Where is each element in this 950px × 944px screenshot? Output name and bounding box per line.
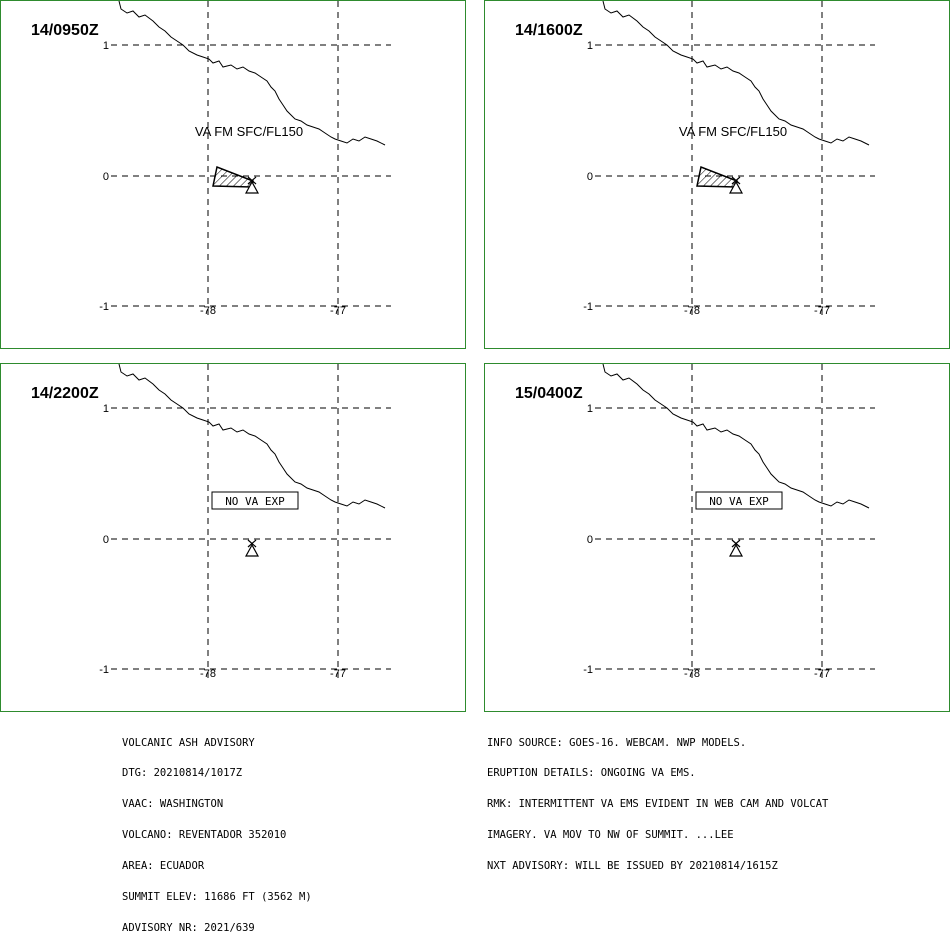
forecast-panel-3: 1 0 -1 -78 -77 15/0400Z NO VA EXP	[484, 363, 950, 712]
no-ash-label: NO VA EXP	[709, 495, 769, 508]
coastline	[118, 1, 386, 146]
coastline	[602, 1, 870, 146]
map-canvas: 1 0 -1 -78 -77 14/2200Z NO VA EXP	[31, 364, 391, 682]
advisory-line: VAAC: WASHINGTON	[122, 798, 224, 811]
advisory-header-text: VOLCANIC ASH ADVISORY DTG: 20210814/1017…	[122, 717, 312, 944]
advisory-line: RMK: INTERMITTENT VA EMS EVIDENT IN WEB …	[487, 798, 829, 811]
lat-tick-label: 1	[103, 40, 109, 52]
advisory-line: AREA: ECUADOR	[122, 860, 205, 873]
lon-tick-label: -78	[684, 668, 700, 680]
forecast-time-label: 14/2200Z	[31, 385, 99, 402]
lat-tick-label: -1	[99, 664, 109, 676]
lat-tick-label: 0	[103, 171, 109, 183]
forecast-time-label: 15/0400Z	[515, 385, 583, 402]
ash-height-label: VA FM SFC/FL150	[679, 124, 787, 139]
lon-tick-label: -78	[200, 305, 216, 317]
lat-tick-label: 1	[103, 403, 109, 415]
map-canvas: 1 0 -1 -78 -77 14/1600Z VA FM SFC/FL150	[515, 1, 875, 319]
advisory-line: IMAGERY. VA MOV TO NW OF SUMMIT. ...LEE	[487, 829, 734, 842]
forecast-time-label: 14/1600Z	[515, 22, 583, 39]
ash-cloud-polygon	[696, 165, 738, 188]
map-canvas: 1 0 -1 -78 -77 14/0950Z VA FM SFC/FL150	[31, 1, 391, 319]
lon-tick-label: -77	[814, 305, 830, 317]
advisory-line: DTG: 20210814/1017Z	[122, 767, 243, 780]
label-box	[695, 491, 783, 510]
lat-tick-label: 1	[587, 403, 593, 415]
volcano-icon	[244, 539, 260, 557]
lat-tick-label: -1	[583, 664, 593, 676]
lat-tick-label: 1	[587, 40, 593, 52]
coastline	[602, 364, 870, 509]
coastline	[118, 364, 386, 509]
lon-tick-label: -78	[684, 305, 700, 317]
forecast-panel-0: 1 0 -1 -78 -77 14/0950Z VA FM SFC/FL150	[0, 0, 466, 349]
advisory-details-text: INFO SOURCE: GOES-16. WEBCAM. NWP MODELS…	[487, 717, 828, 882]
advisory-line: ADVISORY NR: 2021/639	[122, 921, 255, 934]
advisory-line: NXT ADVISORY: WILL BE ISSUED BY 20210814…	[487, 860, 778, 873]
volcano-icon	[728, 539, 744, 557]
ash-cloud-polygon	[212, 165, 254, 188]
volcano-icon	[244, 176, 260, 194]
lat-tick-label: 0	[103, 534, 109, 546]
lon-tick-label: -77	[330, 305, 346, 317]
map-canvas: 1 0 -1 -78 -77 15/0400Z NO VA EXP	[515, 364, 875, 682]
forecast-time-label: 14/0950Z	[31, 22, 99, 39]
no-ash-label: NO VA EXP	[225, 495, 285, 508]
advisory-line: ERUPTION DETAILS: ONGOING VA EMS.	[487, 767, 696, 780]
label-box	[211, 491, 299, 510]
advisory-line: INFO SOURCE: GOES-16. WEBCAM. NWP MODELS…	[487, 736, 747, 749]
lat-tick-label: -1	[583, 301, 593, 313]
ash-height-label: VA FM SFC/FL150	[195, 124, 303, 139]
advisory-line: VOLCANIC ASH ADVISORY	[122, 736, 255, 749]
advisory-line: SUMMIT ELEV: 11686 FT (3562 M)	[122, 891, 312, 904]
advisory-line: VOLCANO: REVENTADOR 352010	[122, 829, 287, 842]
lon-tick-label: -77	[330, 668, 346, 680]
forecast-panel-1: 1 0 -1 -78 -77 14/1600Z VA FM SFC/FL150	[484, 0, 950, 349]
volcano-icon	[728, 176, 744, 194]
lon-tick-label: -78	[200, 668, 216, 680]
forecast-panel-2: 1 0 -1 -78 -77 14/2200Z NO VA EXP	[0, 363, 466, 712]
lat-tick-label: 0	[587, 171, 593, 183]
lat-tick-label: -1	[99, 301, 109, 313]
lon-tick-label: -77	[814, 668, 830, 680]
lat-tick-label: 0	[587, 534, 593, 546]
